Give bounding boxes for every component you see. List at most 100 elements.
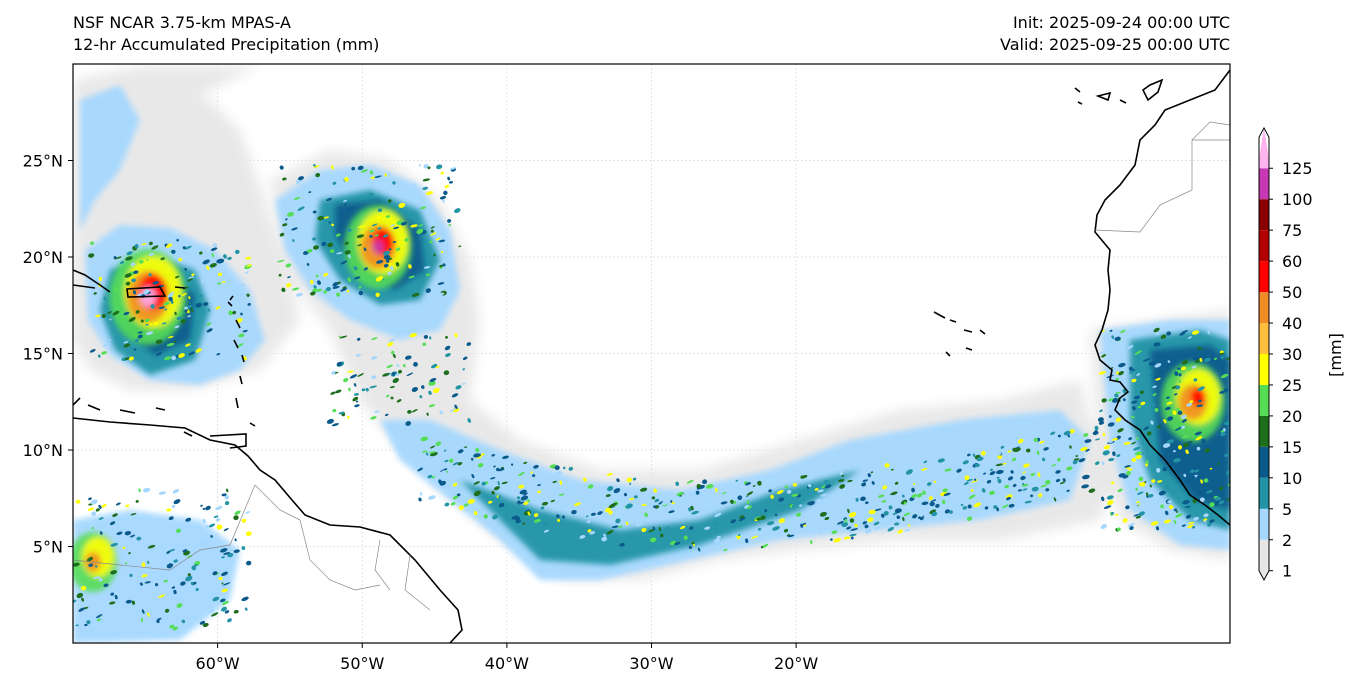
convective-cell [429,240,433,244]
convective-cell [1193,378,1198,382]
convective-cell [140,319,144,323]
convective-cell [1203,464,1208,469]
convective-cell [1023,463,1030,468]
convective-cell [217,282,222,285]
convective-cell [124,273,132,278]
convective-cell [746,500,750,504]
convective-cell [332,285,340,289]
convective-cell [226,488,229,493]
convective-cell [849,533,857,537]
convective-cell [963,493,970,498]
convective-cell [158,491,166,495]
convective-cell [450,502,456,506]
convective-cell [205,505,211,511]
convective-cell [1164,510,1169,516]
convective-cell [323,290,327,294]
convective-cell [1117,488,1123,493]
convective-cell [279,165,284,170]
convective-cell [839,471,843,476]
convective-cell [443,370,450,376]
convective-cell [425,191,434,195]
convective-cell [178,257,183,262]
convective-cell [837,479,845,483]
convective-cell [1164,406,1171,411]
convective-cell [419,395,423,399]
convective-cell [394,373,400,377]
convective-cell [143,289,150,295]
convective-cell [823,479,829,483]
convective-cell [1177,445,1183,450]
convective-cell [1004,484,1010,489]
convective-cell [387,199,392,203]
convective-cell [1017,489,1022,492]
convective-cell [493,486,500,491]
convective-cell [374,175,382,178]
convective-cell [1101,461,1105,466]
convective-cell [227,256,232,260]
convective-cell [697,547,701,552]
convective-cell [1094,425,1099,431]
convective-cell [129,573,133,578]
convective-cell [404,355,412,360]
convective-cell [356,337,361,341]
convective-cell [313,245,319,250]
convective-cell [363,267,368,271]
convective-cell [745,538,749,544]
convective-cell [286,283,292,288]
convective-cell [1220,432,1226,437]
convective-cell [1199,357,1203,362]
lon-tick-label: 60°W [196,654,240,673]
convective-cell [103,296,107,301]
convective-cell [176,238,179,242]
convective-cell [1045,488,1050,492]
convective-cell [425,452,429,456]
convective-cell [211,252,214,258]
convective-cell [349,374,358,379]
convective-cell [1021,483,1029,487]
convective-cell [340,287,348,292]
convective-cell [135,499,139,503]
convective-cell [1197,346,1201,350]
convective-cell [206,265,210,270]
convective-cell [929,501,935,507]
convective-cell [423,266,431,269]
colorbar-segment [1259,168,1269,200]
convective-cell [1184,505,1191,509]
precip-core [344,205,412,289]
convective-cell [1069,429,1075,434]
convective-cell [973,502,982,508]
convective-cell [228,310,233,316]
convective-cell [73,562,80,567]
convective-cell [1188,521,1195,525]
convective-cell [1045,479,1051,485]
convective-cell [148,241,153,246]
convective-cell [370,416,377,420]
convective-cell [388,257,393,261]
convective-cell [931,511,938,517]
convective-cell [1135,515,1141,519]
convective-cell [846,526,852,530]
convective-cell [199,620,206,625]
convective-cell [375,276,384,282]
convective-cell [864,524,869,529]
convective-cell [996,507,999,512]
convective-cell [203,302,209,307]
convective-cell [88,253,95,258]
convective-cell [125,599,132,604]
convective-cell [287,276,291,279]
convective-cell [1056,497,1062,501]
convective-cell [102,342,111,347]
convective-cell [1196,475,1201,479]
convective-cell [654,498,660,503]
convective-cell [387,271,392,276]
convective-cell [1072,459,1078,465]
convective-cell [396,399,402,403]
convective-cell [449,408,457,412]
convective-cell [182,549,188,553]
convective-cell [325,286,332,292]
convective-cell [583,500,588,505]
convective-cell [167,293,174,298]
convective-cell [607,486,614,492]
convective-cell [1136,437,1139,440]
convective-cell [365,387,369,392]
